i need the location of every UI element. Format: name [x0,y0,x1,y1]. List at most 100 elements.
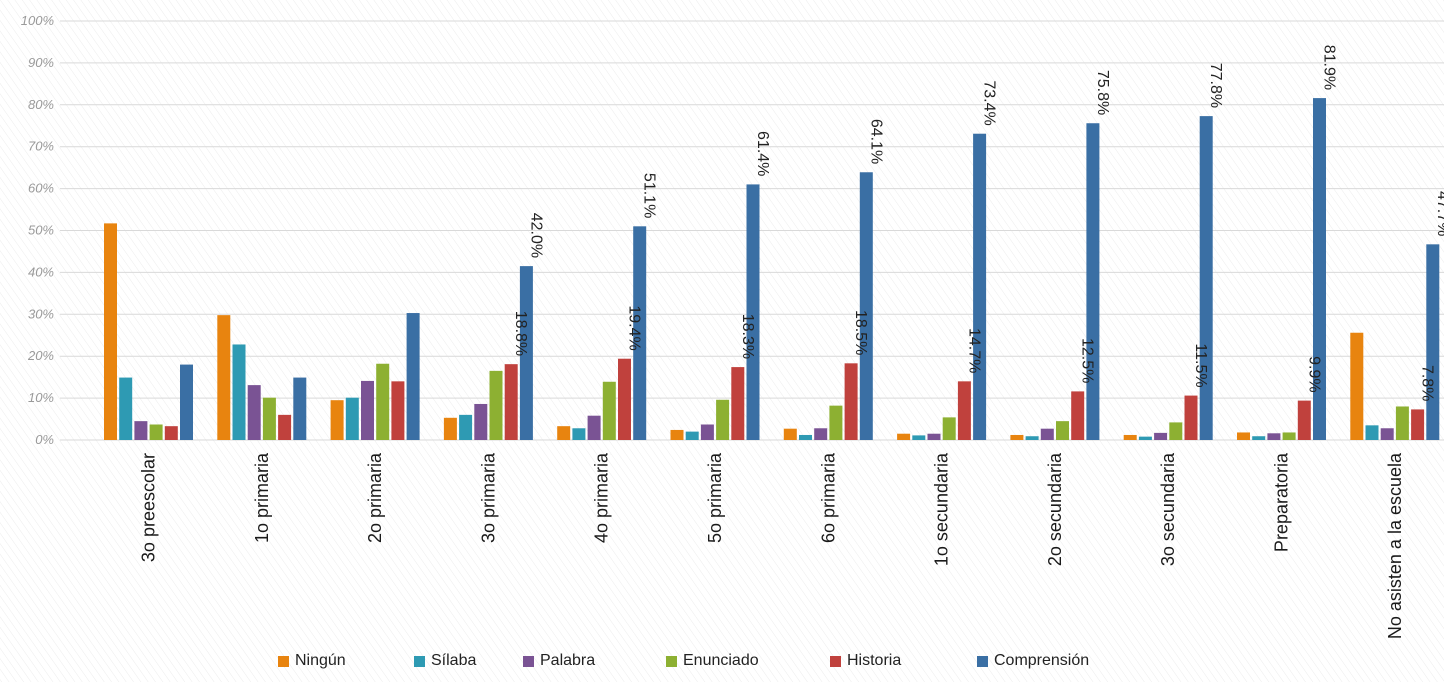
bar-ningún-4 [557,426,571,440]
bar-enunciado-5 [716,399,730,440]
bar-historia-5 [731,367,745,440]
bar-sílaba-1 [232,344,246,440]
bar-comprensión-0 [180,364,193,440]
bar-ningún-0 [104,223,117,440]
bar-sílaba-10 [1252,436,1266,440]
x-tick-label: 5o primaria [705,452,725,543]
legend-swatch [666,655,677,667]
bar-historia-8 [1071,391,1085,440]
legend-item-historia: Historia [830,652,901,670]
bar-ningún-3 [443,417,457,440]
legend-swatch [278,655,289,667]
y-tick-label: 0% [35,432,54,447]
data-label: 18.3% [739,314,756,359]
bar-historia-2 [391,381,405,440]
bar-palabra-9 [1154,432,1168,440]
y-tick-label: 100% [21,13,54,28]
data-label: 18.8% [512,311,529,356]
data-label: 61.4% [754,131,771,176]
bar-comprensión-10 [1313,98,1326,440]
bar-enunciado-6 [829,405,843,440]
bar-historia-7 [957,381,971,440]
bar-palabra-1 [247,385,261,440]
y-tick-label: 30% [28,306,54,321]
legend-label: Comprensión [994,652,1090,669]
x-tick-label: 2o primaria [365,452,385,543]
legend-item-enunciado: Enunciado [666,652,759,670]
bar-comprensión-3 [519,266,533,440]
bar-enunciado-0 [149,424,163,440]
bar-enunciado-11 [1395,406,1409,440]
bar-historia-6 [844,363,858,440]
bar-sílaba-4 [572,428,586,440]
legend-label: Historia [847,652,902,669]
x-tick-label: 4o primaria [592,452,612,543]
bar-palabra-5 [700,424,714,440]
bar-palabra-8 [1040,428,1054,440]
data-label: 75.8% [1094,70,1111,115]
x-axis: 3o preescolar 1o primaria 2o primaria 3o pr… [139,452,1405,639]
bar-palabra-6 [814,428,828,440]
legend-item-sílaba: Sílaba [414,652,476,670]
legend-item-ningún: Ningún [278,652,346,670]
x-tick-label: 1o secundaria [932,452,952,566]
bar-historia-9 [1184,395,1198,440]
y-tick-label: 50% [28,223,54,238]
bar-comprensión-8 [1086,123,1100,441]
bar-sílaba-6 [799,434,812,440]
bar-comprensión-1 [293,377,307,440]
bar-palabra-10 [1267,433,1281,440]
bar-enunciado-7 [942,417,956,440]
data-label: 81.9% [1321,45,1338,90]
x-tick-label: 3o secundaria [1158,452,1178,566]
x-tick-label: 1o primaria [252,452,272,543]
bar-historia-11 [1411,409,1425,440]
legend-label: Palabra [540,652,596,669]
bar-ningún-5 [670,429,684,440]
legend-item-comprensión: Comprensión [977,652,1089,670]
bar-historia-1 [278,414,292,440]
data-label: 47.7% [1434,191,1444,236]
legend: Ningún Sílaba Palabra Enunciado Historia Comp… [0,648,1444,676]
bar-historia-10 [1297,400,1311,440]
data-label: 18.5% [852,310,869,355]
data-label: 77.8% [1207,63,1224,108]
data-label: 51.1% [641,173,658,218]
bar-sílaba-8 [1025,436,1039,440]
y-axis: 0% 10% 20% 30% 40% 50% 60% 70% 80% 90% 100% [21,13,54,447]
legend-swatch [830,655,841,667]
legend-label: Ningún [295,652,346,669]
bar-comprensión-5 [746,184,760,440]
bar-palabra-2 [361,380,374,440]
bar-enunciado-3 [489,370,503,440]
bar-ningún-7 [897,433,911,440]
bar-palabra-7 [927,433,941,440]
data-label: 19.4% [626,305,643,350]
bar-comprensión-4 [633,226,647,440]
x-tick-label: 6o primaria [818,452,838,543]
bar-sílaba-9 [1138,436,1152,440]
bar-ningún-2 [330,400,344,440]
bar-sílaba-5 [685,431,699,440]
bar-historia-0 [164,426,178,440]
bar-enunciado-1 [262,397,276,440]
data-label: 64.1% [867,119,884,164]
bar-enunciado-10 [1282,432,1296,440]
bar-ningún-8 [1010,434,1024,440]
bar-ningún-1 [217,315,231,440]
bar-enunciado-8 [1056,421,1069,440]
data-label: 9.9% [1305,356,1322,392]
bar-comprensión-11 [1426,244,1440,440]
x-tick-label: 2o secundaria [1045,452,1065,566]
bar-ningún-9 [1123,434,1137,440]
bar-sílaba-11 [1365,425,1379,440]
bar-comprensión-2 [406,313,420,440]
x-tick-label: No asisten a la escuela [1385,452,1405,639]
data-label: 12.5% [1079,338,1096,383]
x-tick-label: Preparatoria [1272,452,1292,552]
y-tick-label: 70% [28,139,54,154]
legend-swatch [414,655,425,667]
bar-enunciado-4 [602,381,616,440]
